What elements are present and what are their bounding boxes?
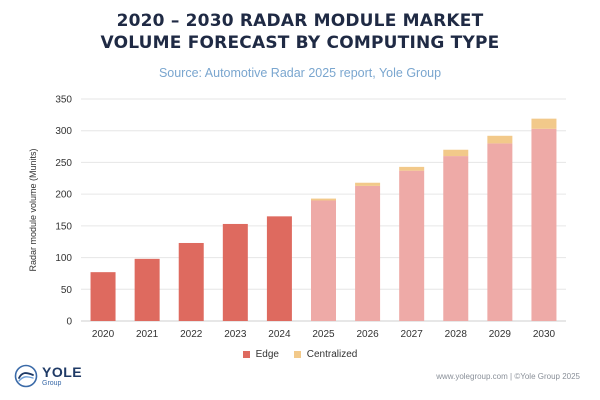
- x-tick-label: 2023: [224, 329, 247, 340]
- x-tick-label: 2026: [356, 329, 379, 340]
- x-tick-label: 2020: [92, 329, 115, 340]
- y-axis-label: Radar module volume (Munits): [28, 148, 38, 271]
- chart-title-line-2: VOLUME FORECAST BY COMPUTING TYPE: [100, 33, 500, 53]
- bar-centralized-2026: [355, 182, 381, 186]
- bar-edge-2021: [134, 258, 160, 321]
- bar-centralized-2029: [487, 135, 513, 144]
- bar-centralized-2028: [443, 149, 469, 157]
- bar-centralized-2030: [531, 118, 557, 129]
- legend-item-edge: Edge: [242, 349, 279, 360]
- footer-separator: |: [510, 372, 513, 381]
- x-tick-label: 2022: [180, 329, 203, 340]
- legend: Edge Centralized: [0, 349, 600, 361]
- y-tick-label: 50: [61, 285, 73, 296]
- logo-name: YOLE: [42, 364, 83, 380]
- bar-centralized-2027: [399, 166, 425, 171]
- legend-swatch-edge: [242, 351, 250, 358]
- y-tick-label: 200: [55, 190, 72, 201]
- legend-swatch-centralized: [293, 351, 301, 358]
- y-tick-label: 100: [55, 253, 72, 264]
- footer-url: www.yolegroup.com: [436, 372, 508, 381]
- legend-label-edge: Edge: [255, 349, 279, 360]
- x-tick-label: 2025: [312, 329, 335, 340]
- chart-subtitle: Source: Automotive Radar 2025 report, Yo…: [158, 66, 442, 80]
- footer-credits: www.yolegroup.com | ©Yole Group 2025: [436, 372, 580, 381]
- chart-title: 2020 – 2030 RADAR MODULE MARKET VOLUME F…: [0, 10, 600, 54]
- legend-label-centralized: Centralized: [306, 349, 358, 360]
- x-tick-label: 2029: [489, 329, 512, 340]
- bar-centralized-2025: [311, 198, 336, 201]
- legend-item-centralized: Centralized: [293, 349, 358, 360]
- chart-title-line-1: 2020 – 2030 RADAR MODULE MARKET: [116, 11, 484, 31]
- x-tick-label: 2021: [136, 329, 159, 340]
- bar-edge-2026: [355, 185, 381, 321]
- bar-edge-2023: [222, 223, 248, 321]
- x-tick-label: 2024: [268, 329, 291, 340]
- logo-subtext: Group: [42, 380, 62, 387]
- x-tick-label: 2027: [401, 329, 424, 340]
- yole-logo: YOLE Group: [14, 364, 82, 388]
- bar-edge-2025: [311, 200, 336, 321]
- y-tick-label: 350: [55, 95, 72, 106]
- bar-edge-2024: [266, 216, 292, 321]
- y-tick-label: 0: [66, 317, 72, 328]
- bar-edge-2020: [90, 272, 116, 321]
- bar-edge-2030: [531, 128, 557, 321]
- x-tick-label: 2030: [533, 329, 556, 340]
- footer-copyright: ©Yole Group 2025: [514, 372, 580, 381]
- y-tick-label: 300: [55, 126, 72, 137]
- bar-edge-2027: [399, 170, 425, 321]
- y-tick-label: 150: [55, 221, 72, 232]
- x-tick-label: 2028: [445, 329, 468, 340]
- bar-edge-2028: [443, 156, 469, 321]
- y-tick-label: 250: [55, 158, 72, 169]
- bar-edge-2022: [178, 242, 204, 321]
- bar-edge-2029: [487, 143, 513, 321]
- yole-logo-icon: [14, 364, 38, 388]
